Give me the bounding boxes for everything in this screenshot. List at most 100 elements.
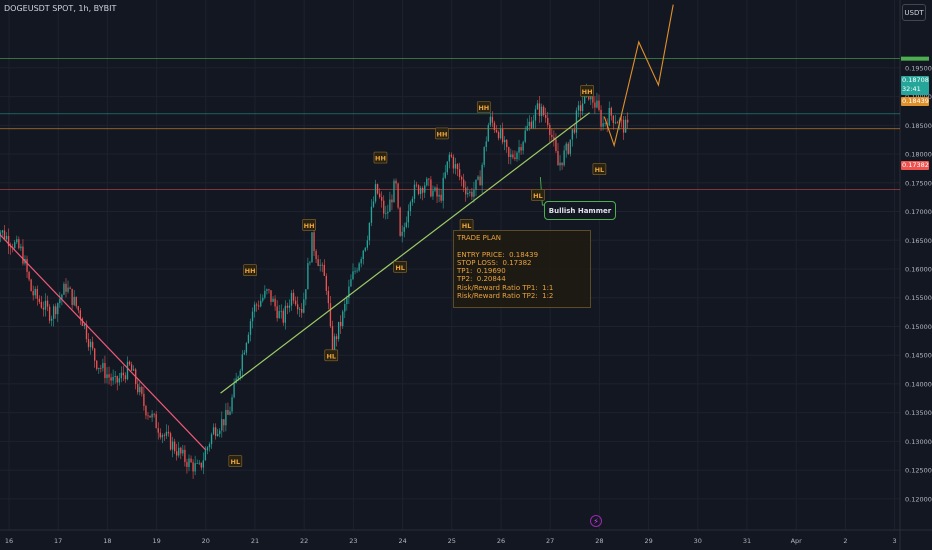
candle-body	[432, 190, 434, 197]
x-tick-label: 29	[644, 537, 652, 545]
candle-body	[26, 258, 28, 272]
candle-body	[602, 123, 604, 127]
candle-body	[317, 259, 319, 266]
candle-body	[579, 105, 582, 112]
candle-body	[96, 360, 98, 370]
bullish-hammer-label: Bullish Hammer	[544, 201, 616, 220]
candle-body	[196, 463, 198, 464]
candle-body	[67, 287, 69, 292]
symbol-title[interactable]: DOGEUSDT SPOT, 1h, BYBIT	[4, 4, 117, 13]
candle-body	[139, 386, 141, 393]
candle-body	[495, 130, 498, 133]
candle-body	[624, 119, 627, 133]
candle-body	[61, 294, 63, 299]
x-tick-label: Apr	[791, 537, 803, 545]
candle-body	[114, 376, 116, 377]
candle-body	[569, 139, 571, 154]
candle-body	[337, 321, 340, 340]
candle-body	[79, 310, 82, 319]
candle-body	[278, 311, 280, 319]
candle-body	[98, 367, 100, 370]
candle-body	[403, 227, 405, 232]
swing-label-box	[592, 163, 607, 175]
candle-body	[575, 110, 578, 133]
last-price-badge: 0.18708 32:41	[901, 76, 929, 95]
candle-body	[434, 187, 436, 191]
candle-body	[319, 264, 321, 266]
candle-body	[600, 109, 602, 127]
candle-body	[85, 324, 88, 340]
candle-body	[87, 339, 90, 348]
candle-body	[538, 103, 541, 116]
currency-button[interactable]: USDT	[902, 4, 926, 21]
candle-body	[581, 103, 584, 112]
candle-body	[71, 288, 73, 305]
candle-body	[3, 230, 6, 240]
candle-body	[18, 239, 20, 249]
candle-body	[118, 378, 120, 383]
candle-body	[104, 363, 106, 379]
x-tick-label: 24	[398, 537, 406, 545]
candle-body	[112, 376, 114, 381]
candle-body	[331, 326, 334, 353]
candle-body	[296, 304, 299, 310]
candle-body	[577, 105, 580, 111]
candle-body	[120, 372, 123, 379]
candle-body	[251, 311, 254, 322]
candle-body	[290, 292, 293, 306]
candle-body	[497, 132, 500, 139]
candle-body	[471, 191, 473, 197]
candle-body	[598, 100, 600, 110]
candle-body	[573, 129, 576, 133]
candle-body	[512, 154, 514, 158]
candle-body	[161, 435, 164, 438]
candle-body	[217, 433, 219, 436]
candle-body	[284, 305, 287, 323]
candle-body	[444, 172, 446, 178]
candle-body	[563, 150, 565, 166]
candle-body	[286, 305, 289, 308]
candle-body	[91, 341, 94, 349]
candle-body	[309, 262, 311, 264]
candle-body	[475, 179, 477, 190]
candle-body	[540, 106, 543, 116]
candle-body	[329, 303, 332, 327]
uptrend-line	[220, 112, 590, 394]
x-tick-label: 25	[448, 537, 456, 545]
x-tick-label: 20	[202, 537, 210, 545]
candle-body	[116, 376, 118, 383]
candle-body	[268, 289, 270, 291]
candle-body	[165, 431, 168, 436]
swing-label-box	[476, 101, 491, 113]
candle-body	[0, 232, 2, 236]
candle-body	[171, 441, 174, 450]
candle-body	[22, 246, 24, 264]
candle-body	[188, 458, 190, 467]
candle-body	[622, 119, 625, 133]
y-tick-label: 0.18000	[905, 151, 932, 159]
candle-body	[53, 306, 55, 319]
countdown-value: 32:41	[902, 85, 921, 93]
candle-body	[553, 137, 555, 140]
candle-body	[221, 419, 223, 431]
x-tick-label: 31	[743, 537, 751, 545]
candle-body	[270, 290, 272, 302]
candle-body	[360, 259, 362, 264]
candle-body	[40, 301, 43, 308]
candle-body	[530, 121, 533, 128]
candle-body	[524, 130, 526, 142]
lightning-icon[interactable]: ⚡	[590, 515, 602, 527]
candle-body	[233, 383, 235, 398]
candle-body	[489, 116, 492, 126]
candle-body	[358, 263, 360, 271]
candle-body	[518, 147, 520, 153]
candle-body	[176, 451, 178, 456]
candle-body	[594, 102, 596, 108]
candle-body	[294, 300, 297, 305]
candle-body	[190, 458, 192, 463]
candle-body	[389, 199, 391, 212]
candle-body	[610, 107, 612, 116]
candle-body	[106, 374, 108, 379]
candle-body	[292, 292, 295, 301]
